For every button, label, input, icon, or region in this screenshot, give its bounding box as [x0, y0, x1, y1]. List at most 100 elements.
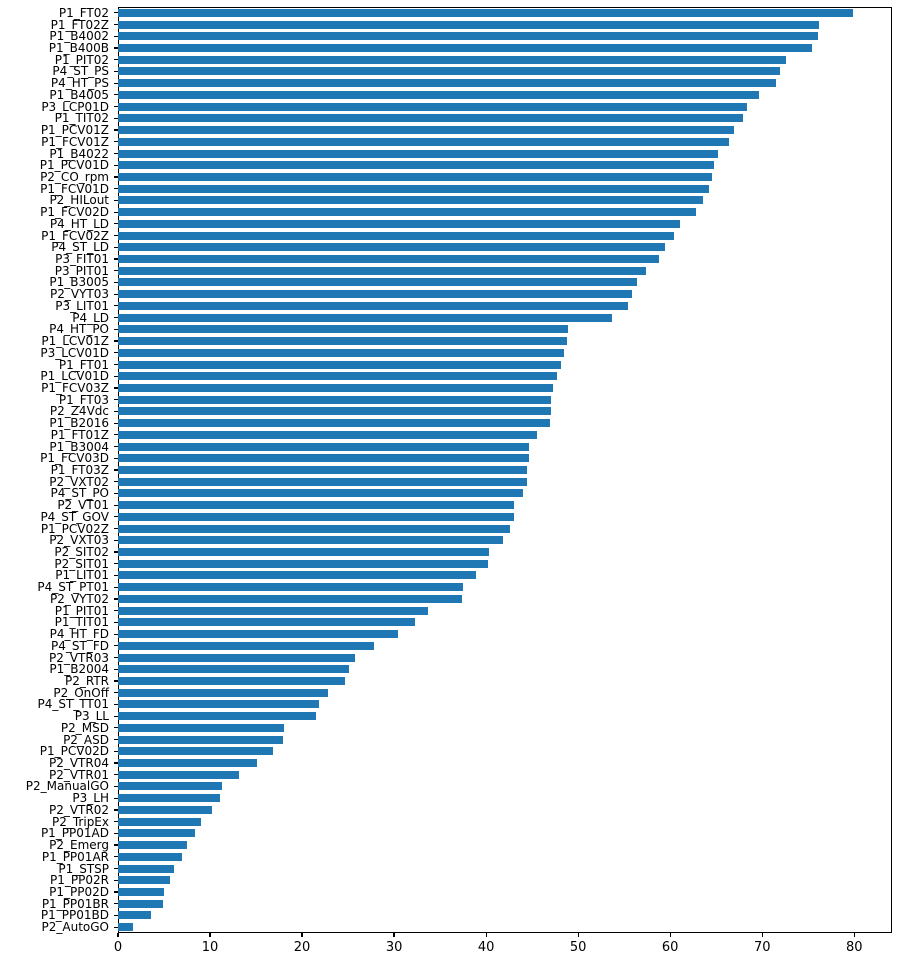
y-tick: [114, 12, 118, 14]
y-tick: [114, 879, 118, 881]
bar-P2_SIT02: [118, 548, 489, 557]
y-tick-label: P4_HT_PS: [50, 76, 109, 91]
bar-P1_FT01: [118, 360, 561, 369]
y-tick-label: P4_ST_LD: [51, 240, 109, 255]
bar-P2_VTR03: [118, 653, 356, 662]
y-tick-label: P1_PP01BR: [41, 896, 109, 911]
bar-P2_VXT02: [118, 477, 527, 486]
bar-P1_STSP: [118, 864, 175, 873]
y-tick-label: P1_PP01AR: [41, 849, 109, 864]
y-tick: [114, 47, 118, 49]
bar-P2_VTR04: [118, 759, 257, 768]
y-tick: [114, 106, 118, 108]
y-tick: [114, 188, 118, 190]
y-tick-label: P2_VTR01: [48, 767, 109, 782]
y-tick: [114, 481, 118, 483]
x-tick: [669, 933, 671, 937]
x-tick: [393, 933, 395, 937]
y-tick: [114, 399, 118, 401]
y-tick: [114, 750, 118, 752]
bar-P1_FCV02Z: [118, 231, 674, 240]
bar-P1_PP01AR: [118, 852, 182, 861]
y-tick-label: P3_LH: [72, 791, 109, 806]
y-tick-label: P1_B4005: [49, 87, 109, 102]
y-tick: [114, 492, 118, 495]
y-tick-label: P2_VYT02: [49, 591, 109, 606]
y-tick: [114, 129, 118, 131]
y-tick-label: P2_TripEx: [51, 814, 109, 829]
y-tick: [114, 152, 118, 155]
bar-P1_FT02: [118, 8, 854, 17]
y-tick: [114, 574, 118, 577]
y-tick-label: P1_FCV03Z: [41, 380, 109, 395]
bar-P4_ST_FD: [118, 641, 374, 650]
y-tick-label: P2_CO_rpm: [40, 169, 109, 184]
y-tick-label: P2_VXT02: [49, 474, 109, 489]
y-tick-label: P2_Z4Vdc: [49, 404, 109, 419]
y-tick-label: P3_FIT01: [55, 252, 109, 266]
bar-P1_PP02D: [118, 887, 165, 896]
bar-P1_FCV01Z: [118, 137, 730, 146]
bar-P3_LH: [118, 794, 221, 803]
bar-P1_FT02Z: [118, 20, 820, 29]
bar-P1_FCV03D: [118, 454, 530, 463]
y-tick: [114, 387, 118, 389]
y-tick-label: P1_PCV01D: [39, 158, 109, 173]
bar-P4_ST_PT01: [118, 583, 464, 592]
y-tick-label: P1_FT02: [58, 5, 109, 20]
y-tick: [114, 610, 118, 612]
bar-P2_CO_rpm: [118, 172, 712, 181]
bar-P1_PCV02D: [118, 747, 273, 756]
y-tick-label: P2_OnOff: [53, 685, 109, 700]
y-tick-label: P1_LIT01: [55, 568, 109, 583]
bar-P1_LCV01Z: [118, 337, 568, 346]
y-tick-label: P1_PIT02: [54, 52, 109, 67]
y-tick: [114, 258, 118, 260]
y-tick-label: P2_VTR02: [48, 802, 109, 817]
y-tick: [114, 434, 118, 436]
y-tick-label: P4_HT_PO: [49, 322, 109, 337]
y-tick: [114, 551, 118, 553]
bar-P1_FT03: [118, 395, 551, 404]
y-tick: [114, 246, 118, 248]
y-tick-label: P1_FCV02Z: [41, 228, 109, 243]
y-tick-label: P1_B3004: [49, 439, 109, 454]
y-tick: [114, 563, 118, 565]
bar-P4_ST_PO: [118, 489, 523, 498]
y-tick: [114, 692, 118, 694]
y-tick-label: P2_VYT03: [49, 287, 109, 302]
bar-P1_PP01AD: [118, 829, 196, 838]
bar-P1_LCV01D: [118, 372, 557, 381]
bar-P4_HT_PS: [118, 79, 777, 88]
bar-P1_B3004: [118, 442, 530, 451]
y-tick-label: P1_PCV01Z: [40, 123, 109, 138]
y-tick: [114, 832, 118, 834]
y-tick: [114, 668, 118, 670]
y-tick: [114, 164, 118, 166]
y-tick: [114, 762, 118, 764]
y-tick-label: P3_LCV01D: [40, 345, 109, 360]
bar-P1_FCV03Z: [118, 383, 554, 392]
y-tick: [114, 59, 118, 61]
y-tick-label: P1_B400B: [48, 41, 109, 56]
y-tick: [114, 410, 118, 412]
y-tick-label: P1_FT01: [58, 357, 109, 372]
y-tick-label: P1_PIT01: [54, 603, 109, 618]
bar-P1_TIT02: [118, 114, 743, 123]
y-tick-label: P2_ASD: [63, 732, 109, 747]
y-tick-label: P3_LL: [74, 709, 109, 724]
y-tick: [114, 703, 118, 706]
bar-P1_B2004: [118, 665, 349, 674]
y-tick: [114, 821, 118, 823]
x-tick-label: 30: [385, 940, 403, 955]
y-tick-label: P3_LIT01: [55, 298, 109, 313]
x-tick-label: 70: [753, 940, 771, 955]
y-tick-label: P3_LCP01D: [41, 99, 109, 114]
y-tick-label: P2_SIT02: [54, 545, 109, 560]
bar-P2_Emerg: [118, 841, 188, 850]
bar-P1_LIT01: [118, 571, 476, 580]
x-tick-label: 20: [293, 940, 311, 955]
x-tick-label: 50: [569, 940, 587, 955]
y-tick: [114, 727, 118, 729]
y-tick-label: P2_Emerg: [49, 838, 109, 853]
